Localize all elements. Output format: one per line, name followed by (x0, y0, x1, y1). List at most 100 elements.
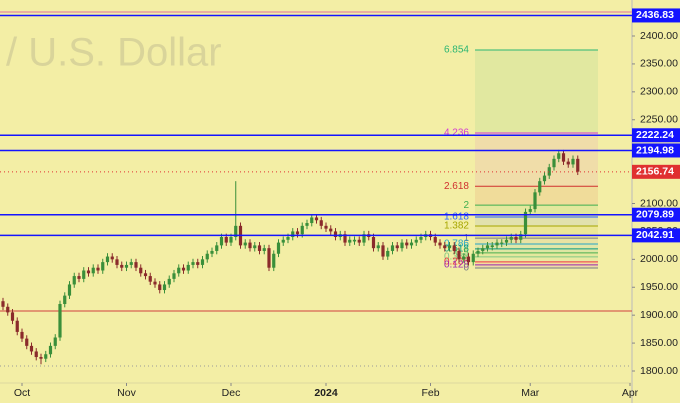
y-tick-label: 1850.00 (640, 337, 678, 349)
candle-body (500, 242, 504, 244)
candle-body (253, 245, 257, 249)
candle-body (362, 234, 366, 243)
y-tick-label: 2100.00 (640, 197, 678, 209)
x-tick-label: Oct (14, 387, 30, 399)
candle-body (153, 281, 157, 285)
candle-body (295, 231, 300, 235)
candle-body (462, 256, 466, 260)
candle-body (376, 245, 380, 249)
candle-body (547, 167, 551, 176)
candle-body (243, 242, 247, 246)
candle-body (6, 306, 10, 313)
level-tag (632, 143, 680, 158)
level-tag-label: 2222.24 (636, 129, 674, 141)
candle-body (447, 245, 452, 249)
candle-body (405, 242, 409, 246)
candle-body (20, 331, 24, 339)
candle-body (67, 284, 72, 296)
candle-body (248, 242, 252, 249)
candle-body (286, 237, 290, 240)
fib-zone (475, 217, 598, 227)
candle-body (395, 245, 399, 249)
candle-body (476, 250, 480, 254)
x-tick-label: Nov (117, 387, 136, 399)
candle-body (329, 228, 333, 232)
candle-body (466, 256, 471, 263)
candle-body (452, 245, 456, 251)
candle-body (215, 245, 219, 251)
candle-body (291, 231, 295, 238)
candle-body (414, 239, 418, 243)
fib-label: 1.382 (444, 221, 469, 232)
candle-body (158, 284, 162, 291)
candle-body (381, 245, 385, 257)
level-tag-label: 2079.89 (636, 209, 674, 221)
candle-body (457, 250, 461, 260)
candle-body (542, 175, 547, 182)
candle-body (63, 295, 67, 304)
candle-body (519, 234, 523, 240)
candle-body (509, 237, 513, 240)
candle-body (58, 303, 62, 338)
candle-body (172, 273, 176, 279)
candle-body (571, 158, 575, 165)
candle-body (257, 245, 262, 251)
fib-zone (475, 132, 598, 187)
level-tag-label: 2194.98 (636, 144, 674, 156)
fib-zone (475, 256, 598, 262)
candle-body (25, 338, 29, 346)
candle-body (495, 242, 499, 246)
fib-zone (475, 226, 598, 239)
y-tick-label: 2400.00 (640, 30, 678, 42)
candle-body (481, 248, 485, 251)
fib-zone (475, 49, 598, 133)
candle-body (438, 242, 442, 246)
x-tick-label: Mar (521, 387, 540, 399)
candle-body (528, 209, 532, 212)
fib-label: 6.854 (444, 45, 469, 56)
candle-body (504, 239, 509, 243)
candle-body (566, 161, 570, 165)
candle-body (129, 262, 133, 265)
fib-label: 0 (463, 263, 469, 274)
fib-zone (475, 261, 598, 265)
candle-body (514, 237, 518, 240)
candle-body (148, 276, 152, 282)
fib-label: 0.236 (444, 257, 469, 268)
level-tag (632, 8, 680, 23)
candle-body (134, 262, 138, 268)
level-tag-label: 2042.91 (636, 229, 674, 241)
y-tick-label: 2350.00 (640, 58, 678, 70)
fib-label: 2.618 (444, 181, 469, 192)
candle-body (139, 267, 143, 274)
fib-zone (475, 252, 598, 257)
candle-body (86, 270, 91, 274)
candle-body (471, 253, 475, 263)
candle-body (333, 231, 338, 238)
candle-body (210, 250, 214, 254)
candle-body (53, 337, 57, 346)
candle-body (390, 245, 395, 251)
candle-body (523, 211, 528, 235)
candle-body (1, 301, 5, 307)
candle-body (39, 357, 43, 359)
candle-body (10, 312, 15, 321)
candle-body (267, 248, 271, 268)
candle-body (490, 245, 494, 248)
candle-body (167, 278, 171, 285)
y-tick-label: 2250.00 (640, 114, 678, 126)
candle-body (262, 248, 266, 251)
candle-body (48, 345, 53, 355)
candle-body (561, 153, 566, 162)
x-tick-label: Apr (622, 387, 639, 399)
candle-body (314, 217, 319, 221)
candle-body (419, 237, 423, 240)
y-tick-label: 1800.00 (640, 365, 678, 377)
candle-body (101, 262, 105, 271)
fib-zone (475, 264, 598, 268)
fib-zone (475, 205, 598, 218)
candle-body (343, 234, 347, 243)
y-tick-label: 1900.00 (640, 309, 678, 321)
